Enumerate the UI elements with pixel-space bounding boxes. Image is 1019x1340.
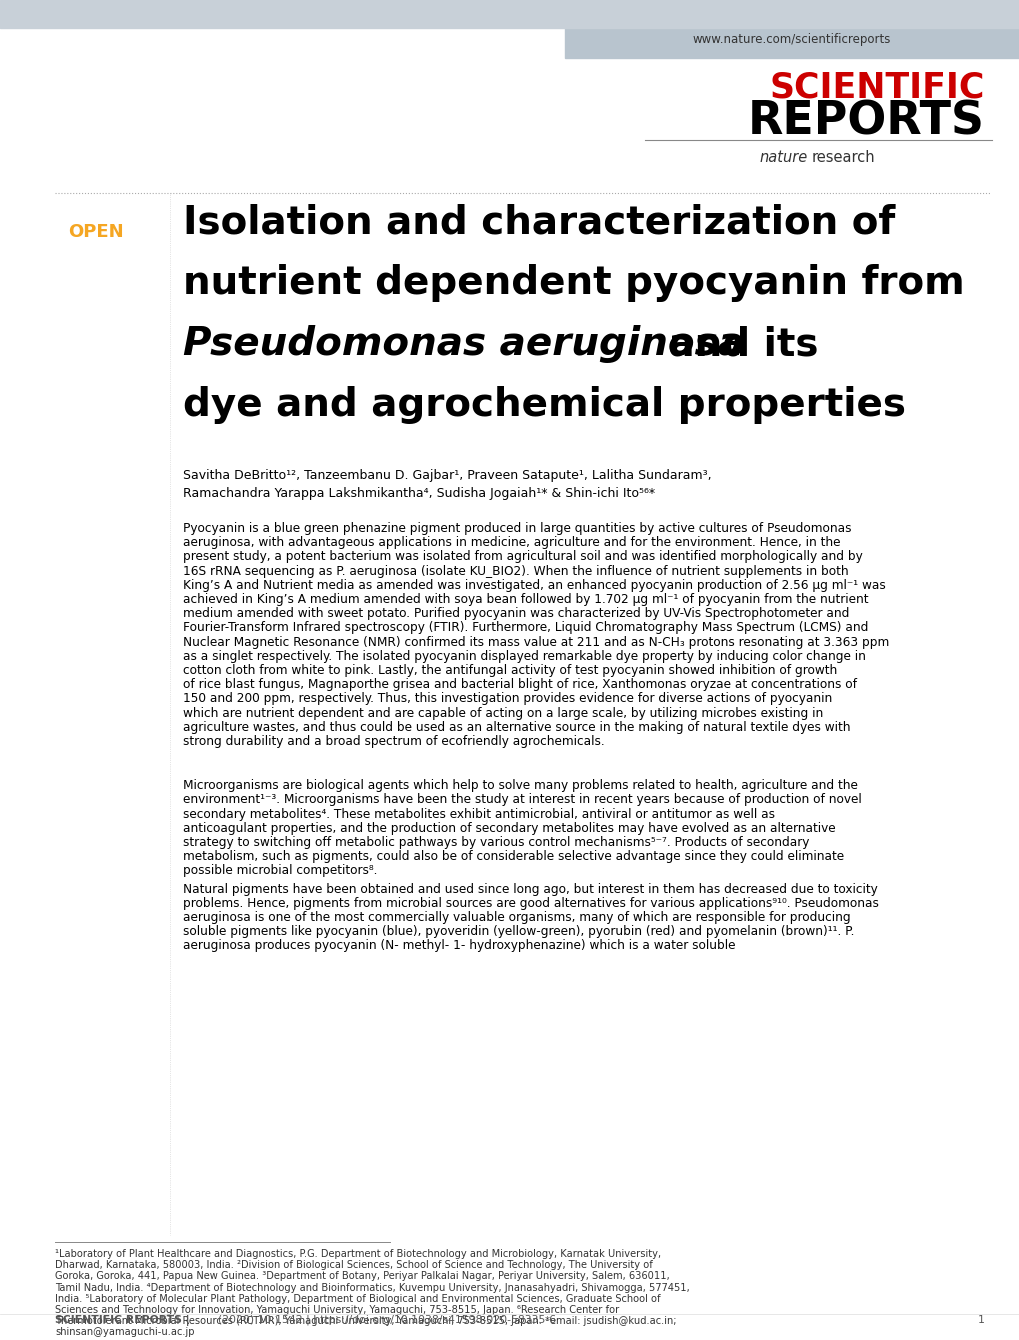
Text: Fourier-Transform Infrared spectroscopy (FTIR). Furthermore, Liquid Chromatograp: Fourier-Transform Infrared spectroscopy … xyxy=(182,622,867,634)
Text: 150 and 200 ppm, respectively. Thus, this investigation provides evidence for di: 150 and 200 ppm, respectively. Thus, thi… xyxy=(182,693,832,705)
Text: 1: 1 xyxy=(977,1315,984,1325)
Text: soluble pigments like pyocyanin (blue), pyoveridin (yellow-green), pyorubin (red: soluble pigments like pyocyanin (blue), … xyxy=(182,925,854,938)
Text: ¹Laboratory of Plant Healthcare and Diagnostics, P.G. Department of Biotechnolog: ¹Laboratory of Plant Healthcare and Diag… xyxy=(55,1249,660,1260)
Text: Pyocyanin is a blue green phenazine pigment produced in large quantities by acti: Pyocyanin is a blue green phenazine pigm… xyxy=(182,523,851,535)
Text: aeruginosa, with advantageous applications in medicine, agriculture and for the : aeruginosa, with advantageous applicatio… xyxy=(182,536,840,549)
Text: anticoagulant properties, and the production of secondary metabolites may have e: anticoagulant properties, and the produc… xyxy=(182,821,835,835)
Text: Pseudomonas aeruginosa: Pseudomonas aeruginosa xyxy=(182,326,743,363)
Text: environment¹⁻³. Microorganisms have been the study at interest in recent years b: environment¹⁻³. Microorganisms have been… xyxy=(182,793,861,807)
Text: strategy to switching off metabolic pathways by various control mechanisms⁵⁻⁷. P: strategy to switching off metabolic path… xyxy=(182,836,809,850)
Text: Savitha DeBritto¹², Tanzeembanu D. Gajbar¹, Praveen Satapute¹, Lalitha Sundaram³: Savitha DeBritto¹², Tanzeembanu D. Gajba… xyxy=(182,469,711,482)
Text: Tamil Nadu, India. ⁴Department of Biotechnology and Bioinformatics, Kuvempu Univ: Tamil Nadu, India. ⁴Department of Biotec… xyxy=(55,1282,689,1293)
Text: Sciences and Technology for Innovation, Yamaguchi University, Yamaguchi, 753-851: Sciences and Technology for Innovation, … xyxy=(55,1305,619,1315)
Text: nutrient dependent pyocyanin from: nutrient dependent pyocyanin from xyxy=(182,264,964,302)
Text: research: research xyxy=(811,150,874,166)
Text: agriculture wastes, and thus could be used as an alternative source in the makin: agriculture wastes, and thus could be us… xyxy=(182,721,850,734)
Text: problems. Hence, pigments from microbial sources are good alternatives for vario: problems. Hence, pigments from microbial… xyxy=(182,896,878,910)
Text: Dharwad, Karnataka, 580003, India. ²Division of Biological Sciences, School of S: Dharwad, Karnataka, 580003, India. ²Divi… xyxy=(55,1260,652,1270)
Text: present study, a potent bacterium was isolated from agricultural soil and was id: present study, a potent bacterium was is… xyxy=(182,551,862,563)
Text: and its: and its xyxy=(654,326,817,363)
Text: strong durability and a broad spectrum of ecofriendly agrochemicals.: strong durability and a broad spectrum o… xyxy=(182,736,604,748)
Text: Thermotolerant Microbial Resources (RCTMR), Yamaguchi University, Yamaguchi, 753: Thermotolerant Microbial Resources (RCTM… xyxy=(55,1316,676,1327)
Text: nature: nature xyxy=(759,150,807,166)
Text: aeruginosa produces pyocyanin (N- methyl- 1- hydroxyphenazine) which is a water : aeruginosa produces pyocyanin (N- methyl… xyxy=(182,939,735,953)
Bar xyxy=(0,0,1019,28)
Bar xyxy=(565,0,1019,58)
Text: India. ⁵Laboratory of Molecular Plant Pathology, Department of Biological and En: India. ⁵Laboratory of Molecular Plant Pa… xyxy=(55,1294,660,1304)
Text: which are nutrient dependent and are capable of acting on a large scale, by util: which are nutrient dependent and are cap… xyxy=(182,706,822,720)
Text: aeruginosa is one of the most commercially valuable organisms, many of which are: aeruginosa is one of the most commercial… xyxy=(182,911,850,925)
Text: 16S rRNA sequencing as P. aeruginosa (isolate KU_BIO2). When the influence of nu: 16S rRNA sequencing as P. aeruginosa (is… xyxy=(182,564,848,578)
Text: medium amended with sweet potato. Purified pyocyanin was characterized by UV-Vis: medium amended with sweet potato. Purifi… xyxy=(182,607,849,620)
Text: Nuclear Magnetic Resonance (NMR) confirmed its mass value at 211 and as N-CH₃ pr: Nuclear Magnetic Resonance (NMR) confirm… xyxy=(182,635,889,649)
Text: King’s A and Nutrient media as amended was investigated, an enhanced pyocyanin p: King’s A and Nutrient media as amended w… xyxy=(182,579,884,592)
Text: Natural pigments have been obtained and used since long ago, but interest in the: Natural pigments have been obtained and … xyxy=(182,883,877,895)
Text: achieved in King’s A medium amended with soya bean followed by 1.702 μg ml⁻¹ of : achieved in King’s A medium amended with… xyxy=(182,594,867,606)
Text: Isolation and characterization of: Isolation and characterization of xyxy=(182,202,895,241)
Text: (2020) 10:1542 | https://doi.org/10.1038/s41598-020-58335-6: (2020) 10:1542 | https://doi.org/10.1038… xyxy=(218,1315,555,1325)
Text: secondary metabolites⁴. These metabolites exhibit antimicrobial, antiviral or an: secondary metabolites⁴. These metabolite… xyxy=(182,808,774,820)
Text: OPEN: OPEN xyxy=(68,222,123,241)
Text: SCIENTIFIC: SCIENTIFIC xyxy=(769,71,984,105)
Text: metabolism, such as pigments, could also be of considerable selective advantage : metabolism, such as pigments, could also… xyxy=(182,850,844,863)
Text: www.nature.com/scientificreports: www.nature.com/scientificreports xyxy=(692,34,891,47)
Text: shinsan@yamaguchi-u.ac.jp: shinsan@yamaguchi-u.ac.jp xyxy=(55,1328,195,1337)
Text: of rice blast fungus, Magnaporthe grisea and bacterial blight of rice, Xanthomon: of rice blast fungus, Magnaporthe grisea… xyxy=(182,678,856,691)
Text: Microorganisms are biological agents which help to solve many problems related t: Microorganisms are biological agents whi… xyxy=(182,779,857,792)
Text: as a singlet respectively. The isolated pyocyanin displayed remarkable dye prope: as a singlet respectively. The isolated … xyxy=(182,650,865,663)
Text: cotton cloth from white to pink. Lastly, the antifungal activity of test pyocyan: cotton cloth from white to pink. Lastly,… xyxy=(182,665,837,677)
Text: Goroka, Goroka, 441, Papua New Guinea. ³Department of Botany, Periyar Palkalai N: Goroka, Goroka, 441, Papua New Guinea. ³… xyxy=(55,1272,669,1281)
Text: dye and agrochemical properties: dye and agrochemical properties xyxy=(182,386,905,423)
Text: REPORTS: REPORTS xyxy=(747,99,984,145)
Text: Ramachandra Yarappa Lakshmikantha⁴, Sudisha Jogaiah¹* & Shin-ichi Ito⁵⁶*: Ramachandra Yarappa Lakshmikantha⁴, Sudi… xyxy=(182,486,654,500)
Text: possible microbial competitors⁸.: possible microbial competitors⁸. xyxy=(182,864,377,878)
Text: SCIENTIFIC REPORTS |: SCIENTIFIC REPORTS | xyxy=(55,1315,190,1325)
